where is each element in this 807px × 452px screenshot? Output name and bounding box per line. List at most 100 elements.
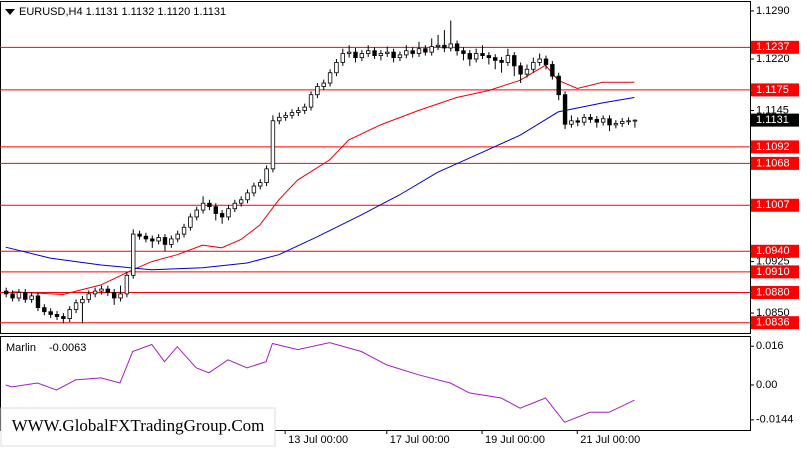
candle-body [607, 118, 612, 126]
candle-body [600, 118, 606, 123]
candle-body [16, 292, 22, 299]
level-tag [751, 244, 799, 258]
candle-body [410, 50, 415, 54]
level-tag [751, 198, 799, 212]
indicator-name: Marlin [6, 342, 36, 354]
candle-body [372, 50, 377, 56]
candle-body [429, 46, 434, 53]
candle-body [226, 208, 231, 218]
candle-body [486, 55, 492, 59]
candle-body [321, 82, 326, 87]
y-tick-label: 1.0925 [756, 255, 790, 267]
candle-body [359, 53, 365, 59]
level-tag [751, 83, 799, 97]
x-tick-label: 13 Jul 00:00 [288, 434, 348, 446]
candle-body [29, 295, 34, 300]
candle-body [435, 44, 441, 48]
watermark-box [0, 407, 276, 447]
y-tick-label: 1.1290 [756, 5, 790, 17]
candle-body [86, 293, 91, 300]
candle-body [365, 50, 371, 54]
candle-body [270, 120, 276, 170]
y-tick-label: 1.1220 [756, 53, 790, 65]
candle-body [61, 316, 66, 319]
candle-body [48, 311, 53, 315]
level-label: 1.0940 [756, 245, 790, 257]
candle-body [80, 298, 85, 304]
candle-body [251, 185, 257, 194]
y-tick-label: -0.0144 [756, 414, 793, 426]
watermark: WWW.GlobalFXTradingGroup.Com [12, 416, 265, 435]
candle-body [353, 51, 358, 59]
candle-body [448, 43, 453, 49]
level-tag [751, 316, 799, 330]
candle-body [550, 64, 555, 77]
candle-body [423, 48, 428, 53]
candle-body [613, 123, 619, 126]
current-price: 1.1131 [756, 114, 789, 126]
level-label: 1.1068 [756, 157, 790, 169]
candle-body [264, 168, 269, 184]
level-tag [751, 265, 799, 279]
price-tag [751, 113, 799, 127]
candle-body [378, 53, 384, 56]
x-tick-label: 19 Jul 00:00 [485, 434, 545, 446]
candle-body [556, 75, 561, 96]
candle-body [626, 120, 631, 123]
candle-body [131, 233, 136, 276]
candle-body [531, 62, 536, 70]
candle-body [588, 116, 593, 120]
candle-body [340, 53, 345, 63]
candle-body [169, 238, 174, 245]
candle-body [391, 51, 396, 59]
candle-body [296, 110, 301, 113]
level-label: 1.1007 [756, 199, 790, 211]
candle-body [181, 226, 187, 235]
y-tick-label: 1.1145 [756, 104, 789, 116]
x-tick-label: 17 Jul 00:00 [390, 434, 450, 446]
candle-body [150, 238, 155, 242]
candle-body [118, 293, 123, 299]
candle-body [175, 233, 180, 240]
candle-body [194, 209, 199, 218]
candle-body [454, 43, 460, 52]
level-tag [751, 285, 799, 299]
indicator-value: -0.0063 [49, 342, 86, 354]
candle-body [162, 237, 168, 245]
candle-body [277, 116, 282, 122]
chart-header: EURUSD,H4 1.1131 1.1132 1.1120 1.1131 [19, 6, 226, 18]
candle-body [346, 51, 352, 54]
candle-body [385, 51, 390, 54]
level-tag [751, 140, 799, 154]
y-tick-label: 1.0850 [756, 307, 790, 319]
candle-body [42, 307, 47, 313]
level-label: 1.0880 [756, 286, 790, 298]
candle-body [334, 62, 339, 74]
candle-body [137, 233, 142, 237]
candle-body [327, 72, 333, 84]
candle-body [207, 202, 212, 208]
candle-body [143, 235, 149, 240]
candle-body [473, 53, 479, 60]
candle-body [111, 292, 117, 299]
candle-body [442, 44, 447, 49]
candle-body [92, 290, 98, 295]
candle-body [537, 58, 542, 63]
level-label: 1.1092 [756, 141, 790, 153]
level-tag [751, 40, 799, 54]
candle-body [416, 48, 422, 54]
candle-body [232, 202, 238, 210]
candle-body [397, 54, 403, 59]
candle-body [238, 199, 244, 204]
candle-body [156, 237, 161, 242]
y-tick-label: 0.016 [756, 340, 784, 352]
candle-body [461, 50, 466, 54]
indicator-line [5, 342, 635, 423]
candle-body [124, 274, 130, 295]
candle-body [620, 121, 625, 124]
candle-body [505, 55, 511, 63]
candle-body [4, 290, 9, 295]
level-tag [751, 156, 799, 170]
